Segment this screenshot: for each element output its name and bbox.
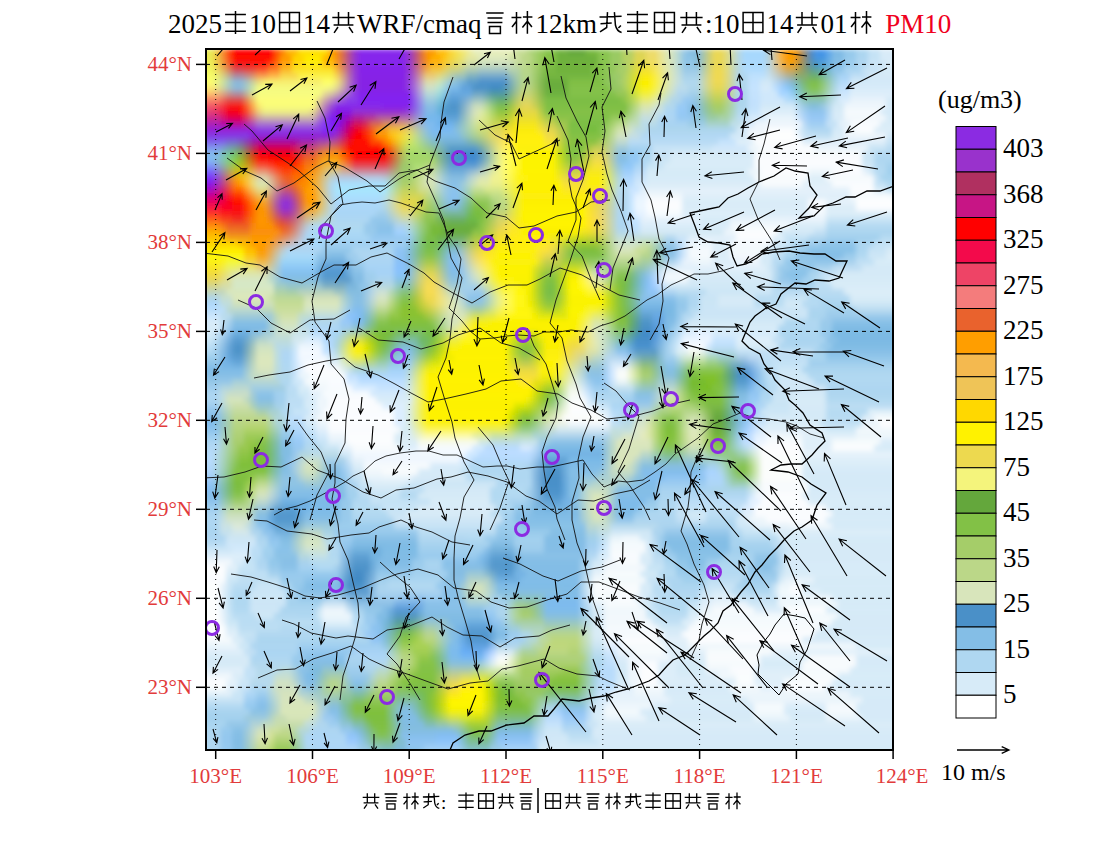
svg-text:109°E: 109°E xyxy=(383,764,436,788)
svg-text:14: 14 xyxy=(303,9,331,39)
svg-text:75: 75 xyxy=(1003,452,1030,482)
svg-text:23°N: 23°N xyxy=(147,675,192,699)
svg-text:275: 275 xyxy=(1003,270,1044,300)
svg-text:38°N: 38°N xyxy=(147,230,192,254)
svg-text:403: 403 xyxy=(1003,133,1044,163)
svg-text:325: 325 xyxy=(1003,224,1044,254)
svg-text:225: 225 xyxy=(1003,315,1044,345)
svg-text:2025: 2025 xyxy=(168,9,222,39)
svg-text:29°N: 29°N xyxy=(147,497,192,521)
svg-text:121°E: 121°E xyxy=(770,764,823,788)
svg-text:10: 10 xyxy=(249,9,276,39)
svg-text:125: 125 xyxy=(1003,406,1044,436)
svg-text:01: 01 xyxy=(821,9,848,39)
svg-text:118°E: 118°E xyxy=(674,764,726,788)
svg-text:115°E: 115°E xyxy=(577,764,629,788)
svg-text:41°N: 41°N xyxy=(147,141,192,165)
svg-text:32°N: 32°N xyxy=(147,408,192,432)
svg-text:45: 45 xyxy=(1003,497,1030,527)
svg-text:12km: 12km xyxy=(535,9,597,39)
svg-text:35: 35 xyxy=(1003,543,1030,573)
svg-text:35°N: 35°N xyxy=(147,319,192,343)
svg-text:5: 5 xyxy=(1003,679,1017,709)
svg-text::: : xyxy=(441,792,446,813)
svg-text:124°E: 124°E xyxy=(876,764,929,788)
svg-text:15: 15 xyxy=(1003,634,1030,664)
svg-text:103°E: 103°E xyxy=(189,764,242,788)
svg-text:44°N: 44°N xyxy=(147,52,192,76)
svg-text:368: 368 xyxy=(1003,179,1044,209)
svg-text:26°N: 26°N xyxy=(147,586,192,610)
svg-text:WRF/cmaq: WRF/cmaq xyxy=(357,9,482,39)
svg-text:175: 175 xyxy=(1003,361,1044,391)
svg-text:112°E: 112°E xyxy=(480,764,532,788)
svg-text::10: :10 xyxy=(705,9,740,39)
svg-text:25: 25 xyxy=(1003,588,1030,618)
svg-text:14: 14 xyxy=(767,9,795,39)
svg-text:106°E: 106°E xyxy=(286,764,339,788)
svg-text:PM10: PM10 xyxy=(885,9,951,39)
svg-text:10 m/s: 10 m/s xyxy=(941,759,1006,785)
svg-text:(ug/m3): (ug/m3) xyxy=(938,85,1022,114)
